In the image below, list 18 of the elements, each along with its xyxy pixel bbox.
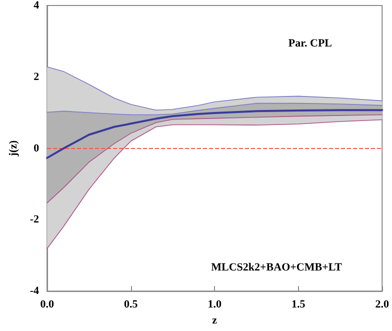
y-tick-label: 2 [34,70,40,83]
y-tick-label: -2 [30,214,40,226]
line-series [46,102,383,116]
x-tick-label: 0.0 [40,298,54,311]
x-tick-label: 1.0 [208,298,222,311]
x-tick-label: 1.5 [291,298,306,311]
x-tick-label: 0.5 [124,298,138,311]
x-axis-title: z [212,314,218,326]
y-tick-label: 0 [34,142,40,154]
annotation: Par. CPL [288,38,332,50]
line-series [46,119,383,250]
y-tick-label: 4 [34,0,40,12]
x-tick-label: 2.0 [375,298,390,311]
line-series [46,109,384,159]
y-axis-title: j(z) [8,140,20,158]
line-series [46,66,383,110]
annotation: MLCS2k2+BAO+CMB+LT [211,262,343,274]
y-tick-label: -4 [30,285,40,298]
